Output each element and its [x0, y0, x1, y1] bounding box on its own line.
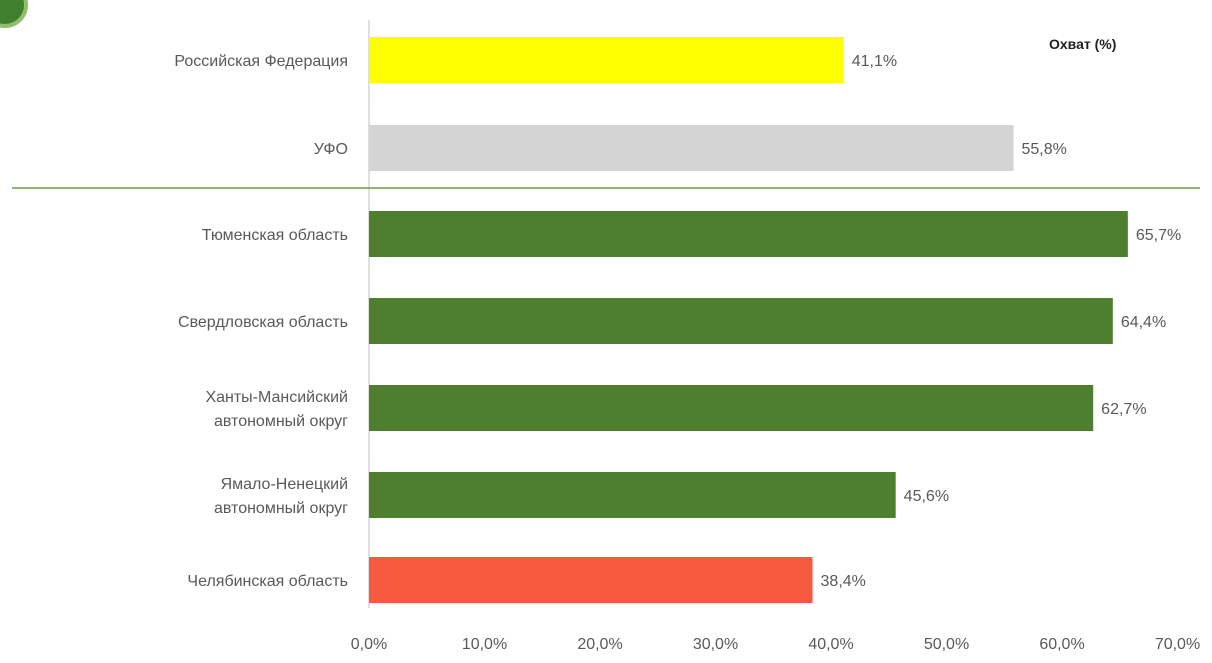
logo-icon [0, 0, 28, 28]
value-label: 55,8% [1021, 141, 1066, 158]
bar [369, 557, 813, 603]
bar [369, 385, 1094, 431]
category-label: Российская Федерация [174, 53, 348, 70]
value-label: 62,7% [1101, 401, 1146, 418]
x-tick-label: 60,0% [1039, 636, 1084, 653]
value-label: 64,4% [1121, 314, 1166, 331]
x-tick-label: 40,0% [808, 636, 853, 653]
x-tick-label: 70,0% [1155, 636, 1200, 653]
x-tick-label: 10,0% [462, 636, 507, 653]
x-tick-label: 50,0% [924, 636, 969, 653]
bar [369, 472, 896, 518]
value-label: 41,1% [852, 53, 897, 70]
category-label: Ямало-Ненецкий автономный округ [214, 476, 348, 517]
bar [369, 125, 1014, 171]
legend-title: Охват (%) [1049, 36, 1117, 52]
bar [369, 298, 1113, 344]
x-tick-label: 0,0% [351, 636, 387, 653]
value-label: 38,4% [821, 573, 866, 590]
x-tick-label: 20,0% [577, 636, 622, 653]
value-label: 45,6% [904, 488, 949, 505]
category-label: Ханты-Мансийский автономный округ [205, 389, 348, 430]
category-label: Челябинская область [187, 573, 348, 590]
value-label: 65,7% [1136, 227, 1181, 244]
category-label: Тюменская область [202, 227, 348, 244]
bar [369, 37, 844, 83]
category-label: Свердловская область [178, 314, 348, 331]
bar [369, 211, 1128, 257]
x-tick-label: 30,0% [693, 636, 738, 653]
category-label: УФО [314, 141, 348, 158]
